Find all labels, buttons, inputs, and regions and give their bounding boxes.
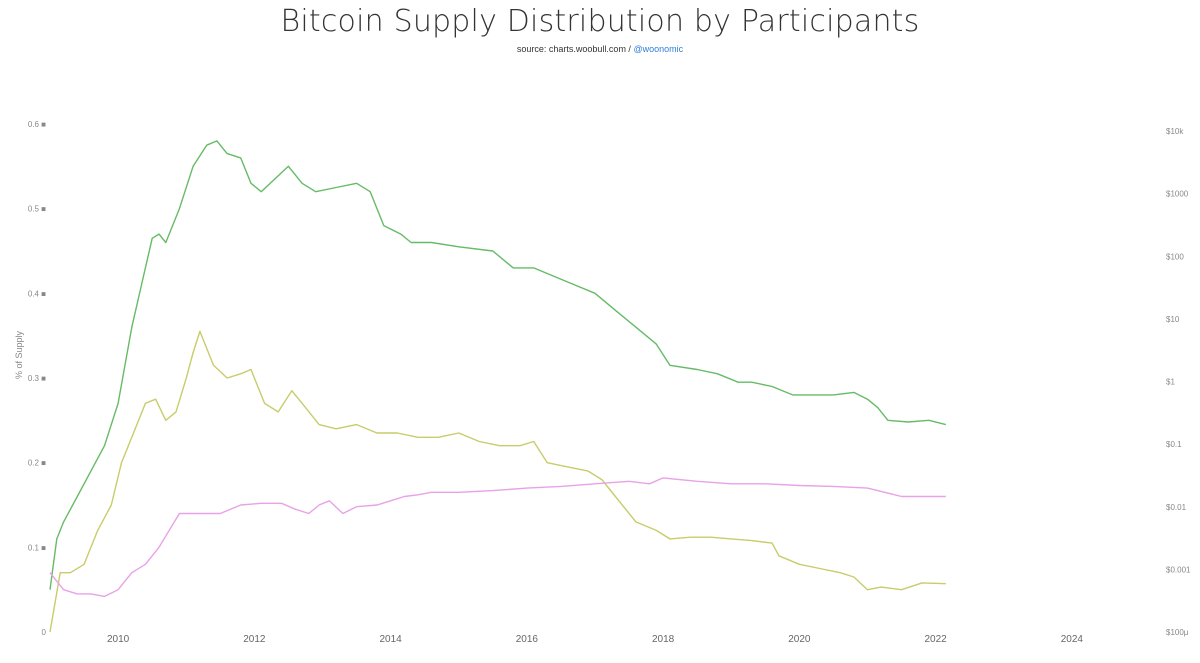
right-tick-label: $100μ [1166,628,1189,637]
x-tick-label: 2022 [925,634,948,645]
series-lines [49,140,946,633]
y-tick-label: 0.4 ■ [28,289,46,298]
x-tick-label: 2016 [516,634,539,645]
y-axis-label: % of Supply [14,330,24,379]
series-line-yellow [49,330,946,633]
chart-title: Bitcoin Supply Distribution by Participa… [280,4,920,39]
y-tick-label: 0.3 ■ [28,374,46,383]
source-link[interactable]: @woonomic [633,44,684,54]
x-tick-label: 2018 [652,634,675,645]
right-tick-label: $1000 [1166,190,1189,199]
x-tick-label: 2010 [107,634,130,645]
right-tick-label: $10k [1166,127,1184,136]
right-tick-label: $1 [1166,378,1175,387]
right-tick-label: $0.001 [1166,565,1191,574]
x-tick-label: 2014 [380,634,403,645]
x-tick-label: 2024 [1061,634,1084,645]
right-tick-label: $10 [1166,315,1180,324]
series-line-green [49,140,946,590]
x-axis-ticks: 2010 2012 2014 2016 2018 2020 2022 2024 [107,634,1083,645]
y-tick-label: 0 [42,628,47,637]
y-tick-label: 0.1 ■ [28,543,46,552]
y-tick-label: 0.5 ■ [28,205,46,214]
source-prefix: source: charts.woobull.com / [516,44,631,54]
right-axis-ticks: $100μ $0.001 $0.01 $0.1 $1 $10 $100 $1000 $10k [1166,127,1191,637]
right-tick-label: $0.01 [1166,503,1187,512]
y-tick-label: 0.6 ■ [28,120,46,129]
right-tick-label: $0.1 [1166,440,1182,449]
right-tick-label: $100 [1166,252,1184,261]
x-tick-label: 2020 [788,634,811,645]
y-tick-label: 0.2 ■ [28,459,46,468]
x-tick-label: 2012 [243,634,266,645]
chart-subtitle: source: charts.woobull.com / @woonomic [0,44,1200,54]
series-line-pink [49,477,946,598]
y-axis-ticks: 0 0.1 ■ 0.2 ■ 0.3 ■ 0.4 ■ 0.5 ■ 0.6 ■ [28,120,47,637]
